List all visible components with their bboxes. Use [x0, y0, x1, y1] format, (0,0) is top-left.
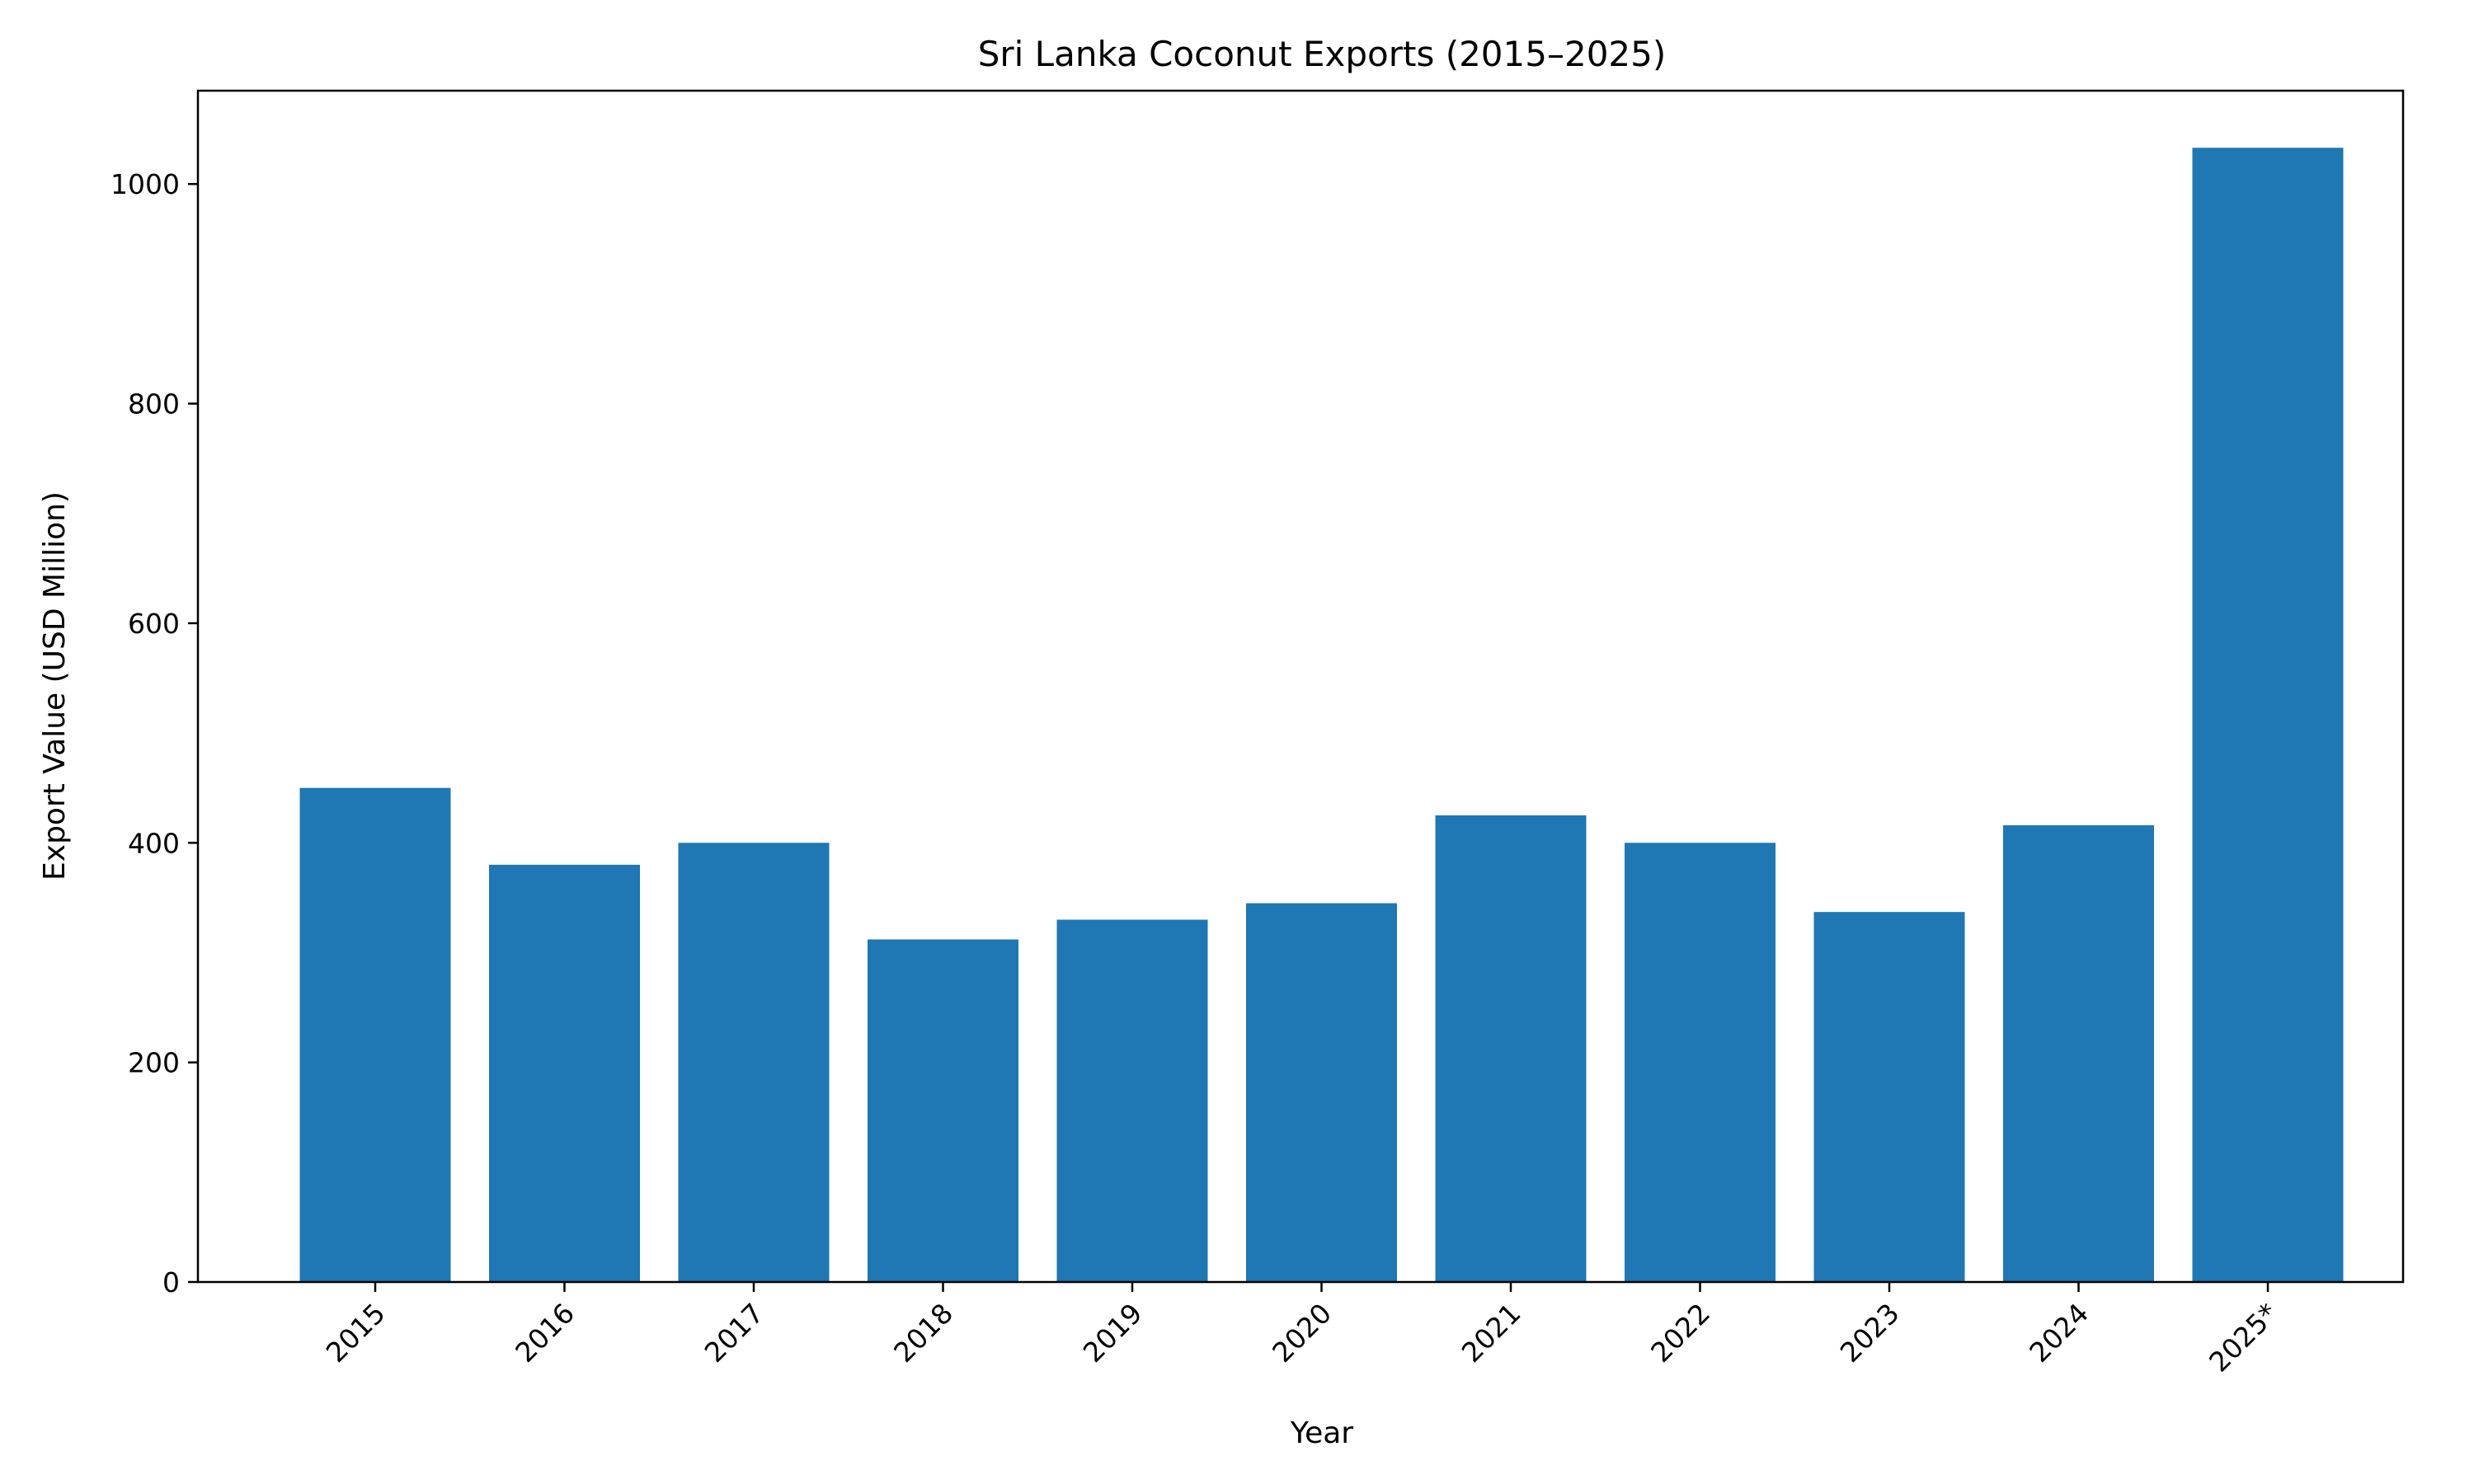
- bar-2024: [2003, 824, 2154, 1282]
- y-tick-label-400: 400: [128, 827, 180, 859]
- y-tick-label-200: 200: [128, 1047, 180, 1079]
- bar-2017: [678, 843, 830, 1282]
- x-tick-label-2016: 2016: [509, 1297, 581, 1369]
- x-tick-label-2021: 2021: [1456, 1297, 1527, 1369]
- x-tick-label-2022: 2022: [1644, 1297, 1716, 1369]
- bar-2023: [1813, 912, 1965, 1282]
- x-tick-label-2019: 2019: [1077, 1297, 1149, 1369]
- y-axis-label: Export Value (USD Million): [38, 491, 72, 881]
- bar-2019: [1056, 919, 1208, 1282]
- x-tick-label-2025*: 2025*: [2203, 1297, 2284, 1378]
- bar-2016: [489, 864, 640, 1282]
- bar-2022: [1625, 843, 1776, 1282]
- plot-frame: [196, 89, 2405, 1284]
- bar-2020: [1246, 903, 1397, 1282]
- x-tick-label-2024: 2024: [2023, 1297, 2095, 1369]
- y-tick-label-600: 600: [128, 608, 180, 640]
- x-tick-label-2018: 2018: [887, 1297, 959, 1369]
- bar-2015: [299, 787, 451, 1282]
- bar-2025*: [2192, 148, 2344, 1283]
- y-tick-label-0: 0: [162, 1266, 180, 1298]
- x-tick-label-2017: 2017: [698, 1297, 770, 1369]
- bar-2021: [1435, 815, 1587, 1282]
- y-tick-label-1000: 1000: [111, 168, 180, 200]
- y-axis: 0 200 400 600 800 1000: [111, 168, 198, 1298]
- x-tick-label-2020: 2020: [1266, 1297, 1338, 1369]
- y-tick-label-800: 800: [128, 388, 180, 420]
- bar-2018: [868, 939, 1018, 1282]
- x-axis-label: Year: [1290, 1416, 1353, 1450]
- x-tick-label-2015: 2015: [320, 1297, 392, 1369]
- x-tick-label-2023: 2023: [1834, 1297, 1906, 1369]
- x-axis: 2015 2016 2017 2018 2019 2020 2021 2022 2023 2024…: [320, 1282, 2284, 1378]
- chart-title: Sri Lanka Coconut Exports (2015–2025): [978, 34, 1667, 74]
- bars-group: [299, 148, 2344, 1283]
